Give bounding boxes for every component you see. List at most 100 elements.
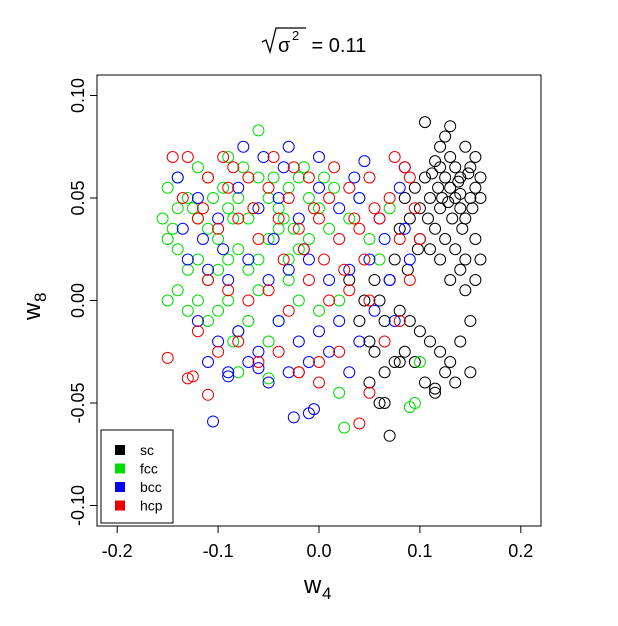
point-hcp	[222, 181, 235, 194]
point-hcp	[403, 171, 416, 184]
point-hcp	[348, 212, 361, 225]
point-bcc	[277, 161, 290, 174]
point-bcc	[307, 403, 320, 416]
point-sc	[432, 181, 445, 194]
point-fcc	[323, 222, 336, 235]
point-bcc	[383, 274, 396, 286]
chart-title: σ 2 = 0.11	[261, 27, 366, 57]
point-fcc	[161, 233, 174, 245]
point-sc	[454, 263, 467, 276]
point-hcp	[388, 151, 401, 163]
point-hcp	[222, 284, 235, 297]
point-fcc	[333, 386, 346, 399]
point-hcp	[393, 315, 406, 327]
y-axis-label-main: w	[19, 302, 46, 321]
point-hcp	[378, 335, 391, 348]
point-sc	[446, 212, 459, 225]
point-sc	[469, 151, 482, 163]
point-hcp	[181, 151, 194, 163]
point-bcc	[398, 222, 411, 235]
point-sc	[388, 253, 401, 266]
point-fcc	[267, 171, 280, 184]
point-fcc	[363, 233, 376, 245]
point-fcc	[242, 315, 255, 327]
point-sc	[444, 181, 457, 194]
point-hcp	[166, 151, 179, 163]
x-axis: -0.2 -0.1 0.0 0.1 0.2	[102, 525, 533, 561]
point-hcp	[212, 222, 225, 235]
point-sc	[393, 304, 406, 317]
point-sc	[368, 345, 381, 358]
point-hcp	[287, 161, 300, 174]
point-bcc	[191, 192, 204, 204]
point-hcp	[272, 212, 285, 225]
point-hcp	[292, 222, 305, 235]
point-bcc	[292, 212, 305, 225]
point-sc	[469, 233, 482, 245]
point-hcp	[191, 325, 204, 338]
point-fcc	[383, 202, 396, 215]
point-fcc	[292, 294, 305, 307]
point-sc	[449, 243, 462, 256]
point-fcc	[252, 284, 265, 297]
y-axis: -0.10 -0.05 0.00 0.05 0.10	[68, 78, 98, 526]
point-fcc	[161, 181, 174, 194]
point-hcp	[413, 233, 426, 245]
point-sc	[408, 356, 421, 368]
point-fcc	[313, 304, 325, 317]
point-fcc	[262, 233, 275, 245]
point-bcc	[181, 253, 194, 266]
point-hcp	[302, 274, 315, 286]
point-sc	[363, 335, 376, 348]
point-fcc	[222, 294, 235, 307]
point-bcc	[292, 335, 305, 348]
point-hcp	[232, 335, 245, 348]
point-bcc	[262, 274, 275, 286]
point-hcp	[302, 171, 315, 184]
point-bcc	[302, 356, 315, 368]
point-hcp	[363, 294, 376, 307]
point-sc	[434, 202, 447, 215]
point-fcc	[328, 181, 341, 194]
point-sc	[454, 187, 467, 200]
point-hcp	[363, 386, 376, 399]
legend-swatch-sc	[115, 445, 125, 455]
point-hcp	[297, 243, 310, 256]
point-hcp	[313, 376, 325, 389]
point-sc	[343, 274, 356, 286]
point-sc	[424, 335, 436, 348]
point-sc	[444, 120, 457, 133]
point-fcc	[252, 253, 265, 266]
point-fcc	[232, 192, 245, 204]
point-bcc	[212, 212, 225, 225]
point-bcc	[191, 315, 204, 327]
point-bcc	[171, 171, 184, 184]
legend-swatch-fcc	[115, 463, 125, 474]
y-tick-label: -0.10	[68, 485, 88, 526]
legend-label-hcp: hcp	[140, 498, 163, 514]
y-tick-label: -0.05	[68, 382, 88, 423]
point-bcc	[368, 304, 381, 317]
point-fcc	[156, 212, 169, 225]
point-fcc	[227, 335, 240, 348]
y-tick-label: 0.05	[68, 180, 88, 215]
point-sc	[378, 366, 391, 379]
point-hcp	[262, 181, 275, 194]
legend-label-bcc: bcc	[140, 479, 162, 495]
point-hcp	[196, 202, 209, 215]
point-sc	[459, 253, 472, 266]
point-hcp	[318, 253, 331, 266]
point-hcp	[313, 212, 325, 225]
point-bcc	[323, 274, 336, 286]
point-bcc	[282, 366, 295, 379]
point-hcp	[267, 151, 280, 163]
point-bcc	[363, 253, 376, 266]
point-fcc	[161, 294, 174, 307]
point-fcc	[217, 181, 230, 194]
point-hcp	[343, 284, 356, 297]
point-sc	[353, 315, 366, 327]
point-hcp	[227, 161, 240, 174]
point-hcp	[161, 351, 174, 364]
point-sc	[393, 222, 406, 235]
point-fcc	[232, 366, 245, 379]
